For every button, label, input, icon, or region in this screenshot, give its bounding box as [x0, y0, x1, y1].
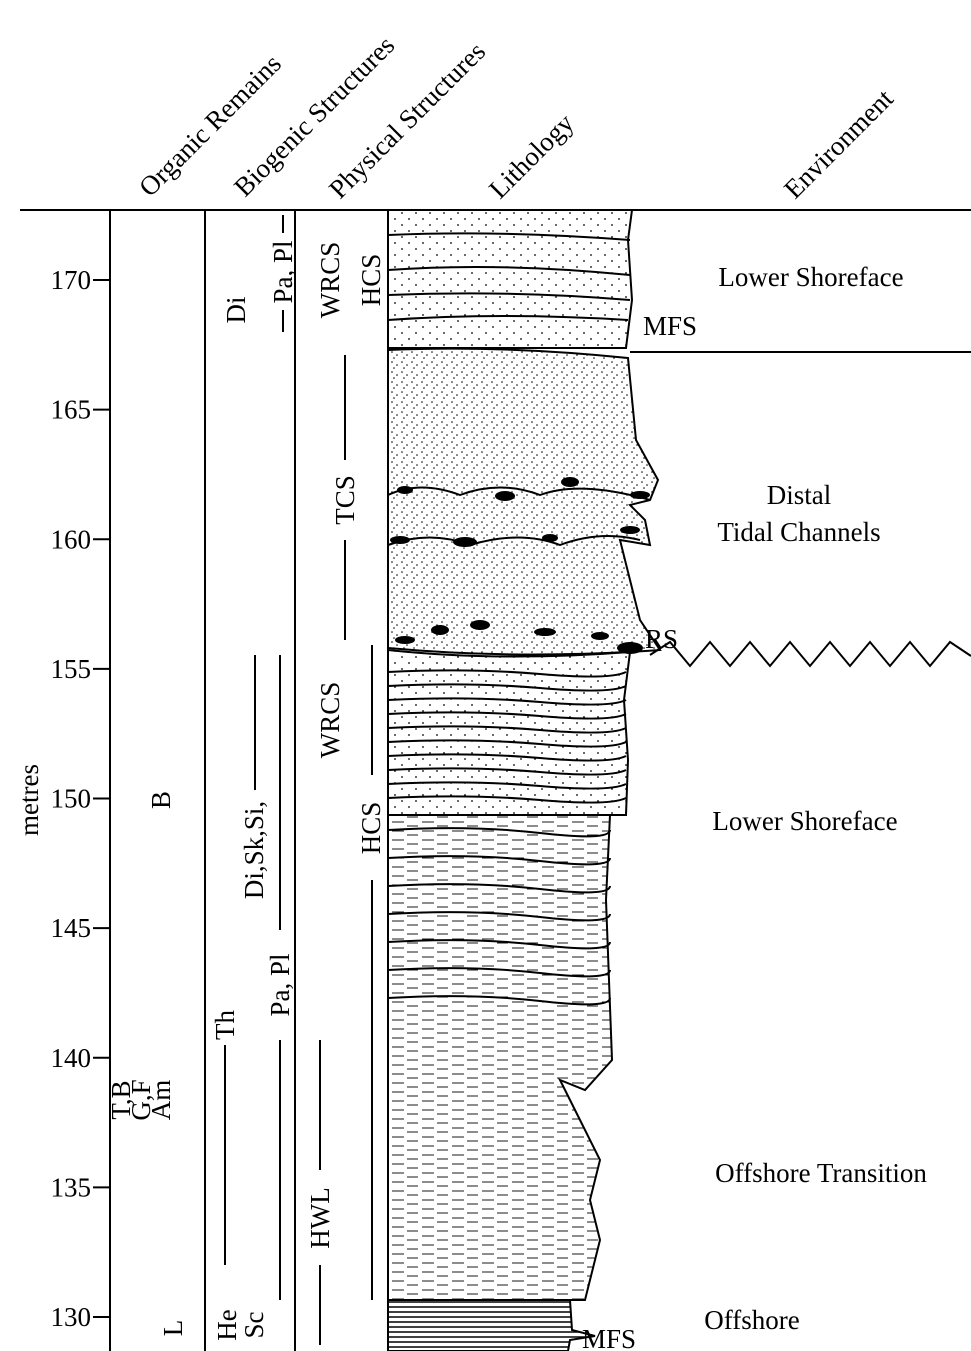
depth-ticks: 130 135 140 145 150 155 160 165 170	[51, 265, 111, 1332]
label: Am	[146, 1080, 176, 1121]
label: Th	[210, 1010, 240, 1040]
label: B	[146, 791, 176, 809]
tick-label: 150	[51, 784, 92, 814]
label: Di,Sk,Si,	[239, 801, 269, 899]
tick-label: 135	[51, 1172, 92, 1202]
range-lines	[225, 215, 372, 1345]
label: Di	[221, 297, 251, 324]
label: Pa, Pl	[268, 240, 298, 303]
tick-label: 170	[51, 265, 92, 295]
stratigraphic-column: Organic Remains Biogenic Structures Phys…	[0, 0, 971, 1351]
label: Sc	[239, 1311, 269, 1338]
label: Distal	[767, 480, 832, 510]
label: WRCS	[315, 682, 345, 759]
label: WRCS	[315, 242, 345, 319]
label: He	[212, 1309, 242, 1340]
label: Offshore Transition	[715, 1158, 927, 1188]
label: Offshore	[704, 1305, 799, 1335]
header: Lithology	[483, 107, 580, 204]
tick-label: 155	[51, 654, 92, 684]
label: HCS	[356, 254, 386, 307]
label: TCS	[330, 475, 360, 525]
organic-remains: B T,B G,F Am L	[106, 791, 188, 1336]
label: Lower Shoreface	[718, 262, 903, 292]
biogenic-structures: Di Pa, Pl Di,Sk,Si, Th Pa, Pl He Sc	[210, 240, 298, 1340]
tick-label: 145	[51, 913, 92, 943]
label: HWL	[305, 1187, 335, 1248]
label: RS	[645, 624, 678, 654]
tick-label: 130	[51, 1302, 92, 1332]
label: Lower Shoreface	[712, 806, 897, 836]
tick-label: 160	[51, 524, 92, 554]
label: HCS	[356, 802, 386, 855]
header: Biogenic Structures	[228, 30, 400, 202]
label: MFS	[582, 1324, 636, 1351]
label: Pa, Pl	[265, 953, 295, 1016]
label: L	[158, 1320, 188, 1337]
axis-label: metres	[14, 764, 44, 836]
tick-label: 165	[51, 395, 92, 425]
lithology	[388, 210, 660, 1351]
label: Tidal Channels	[717, 517, 880, 547]
headers: Organic Remains Biogenic Structures Phys…	[133, 30, 899, 204]
label: MFS	[643, 311, 697, 341]
tick-label: 140	[51, 1043, 92, 1073]
header: Environment	[778, 83, 899, 204]
